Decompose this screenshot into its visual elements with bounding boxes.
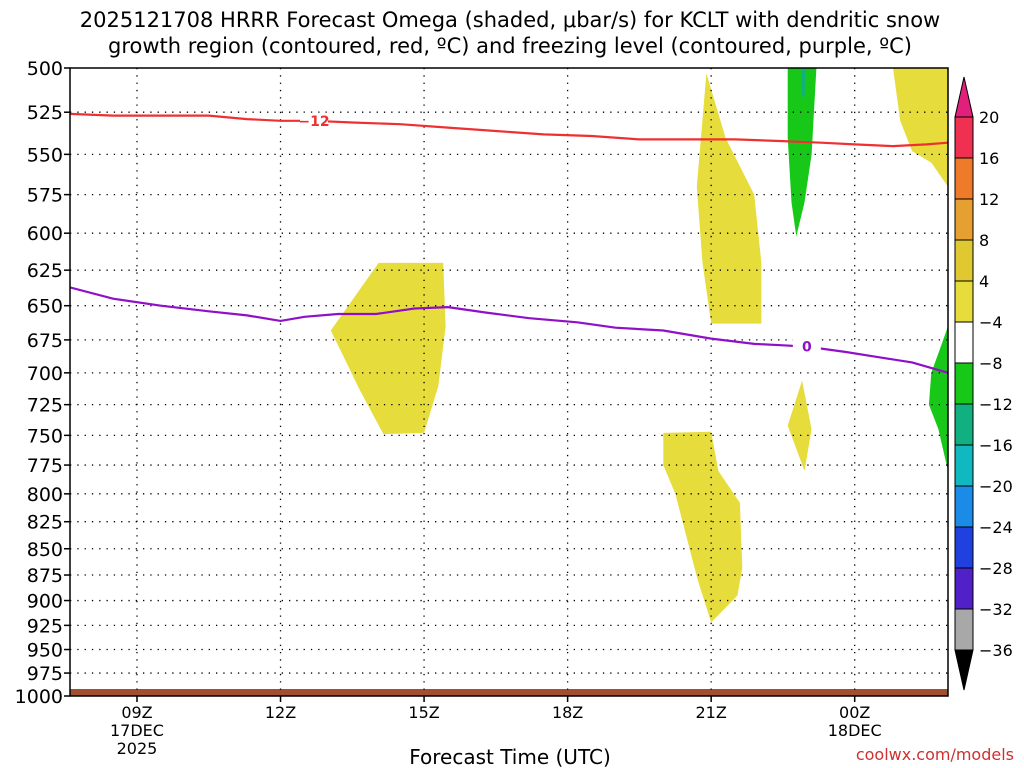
y-tick-label-875: 875 bbox=[27, 565, 63, 587]
y-tick-label-850: 850 bbox=[27, 539, 63, 561]
contour-layer: −12 0 bbox=[70, 112, 948, 374]
contour-dendritic-growth-isotherm bbox=[70, 112, 948, 148]
y-tick-label-700: 700 bbox=[27, 363, 63, 385]
y-tick-label-550: 550 bbox=[27, 144, 63, 166]
colorbar-label-4: 4 bbox=[979, 272, 989, 291]
x-tick-label-18Z: 18Z bbox=[552, 703, 583, 722]
colorbar-label-16: 16 bbox=[979, 149, 999, 168]
colorbar: 20 16 12 8 4 −4 −8 −12 −16 −20 −24 −28 −32 −36 bbox=[954, 76, 1013, 691]
x-year-label-2025: 2025 bbox=[117, 739, 158, 758]
y-tick-label-625: 625 bbox=[27, 260, 63, 282]
y-tick-label-900: 900 bbox=[27, 591, 63, 613]
y-tick-label-750: 750 bbox=[27, 425, 63, 447]
shaded-upward-motion-21z-upper bbox=[696, 73, 762, 324]
y-tick-label-925: 925 bbox=[27, 615, 63, 637]
contour-freezing-level bbox=[70, 286, 948, 374]
contour-label-bg bbox=[792, 338, 821, 355]
contour-label-dendritic-growth-isotherm: −12 bbox=[298, 114, 329, 130]
shaded-upward-motion-15z bbox=[330, 262, 446, 435]
x-tick-label-15Z: 15Z bbox=[408, 703, 439, 722]
watermark: coolwx.com/models bbox=[856, 745, 1014, 764]
colorbar-label--24: −24 bbox=[979, 518, 1013, 537]
colorbar-bottom-arrow bbox=[954, 649, 974, 691]
x-tick-label-00Z: 00Z bbox=[839, 703, 870, 722]
colorbar-segment--20 bbox=[954, 485, 974, 528]
colorbar-label-8: 8 bbox=[979, 231, 989, 250]
colorbar-label--20: −20 bbox=[979, 477, 1013, 496]
colorbar-label--28: −28 bbox=[979, 559, 1013, 578]
y-tick-label-775: 775 bbox=[27, 455, 63, 477]
x-date-label-18DEC: 18DEC bbox=[828, 721, 882, 740]
colorbar-label--8: −8 bbox=[979, 354, 1003, 373]
colorbar-top-arrow bbox=[954, 76, 974, 118]
shaded-downward-motion-2330z-core bbox=[801, 68, 806, 97]
y-tick-label-1000: 1000 bbox=[15, 686, 63, 708]
colorbar-label--16: −16 bbox=[979, 436, 1013, 455]
y-tick-label-975: 975 bbox=[27, 663, 63, 685]
colorbar-segment-16 bbox=[954, 157, 974, 200]
x-axis-label: Forecast Time (UTC) bbox=[409, 745, 611, 768]
axes: 500 525 550 575 600 625 650 675 700 725 750 775 800 8… bbox=[15, 58, 949, 758]
chart-title-line2: growth region (contoured, red, ºC) and f… bbox=[108, 34, 912, 58]
y-tick-label-825: 825 bbox=[27, 512, 63, 534]
y-tick-label-600: 600 bbox=[27, 223, 63, 245]
colorbar-label--4: −4 bbox=[979, 313, 1003, 332]
colorbar-segment--24 bbox=[954, 526, 974, 569]
colorbar-label--36: −36 bbox=[979, 641, 1013, 660]
y-tick-label-575: 575 bbox=[27, 185, 63, 207]
shaded-upward-motion-2330z bbox=[787, 380, 812, 471]
y-tick-label-650: 650 bbox=[27, 296, 63, 318]
grid-lines bbox=[70, 68, 948, 696]
y-tick-label-675: 675 bbox=[27, 330, 63, 352]
x-date-label-17DEC: 17DEC bbox=[110, 721, 164, 740]
x-tick-label-21Z: 21Z bbox=[695, 703, 726, 722]
colorbar-segment-4 bbox=[954, 280, 974, 323]
surface-ground-bar bbox=[70, 689, 948, 696]
y-tick-label-725: 725 bbox=[27, 395, 63, 417]
colorbar-segment-8 bbox=[954, 239, 974, 282]
x-tick-label-09Z: 09Z bbox=[121, 703, 152, 722]
plot-frame bbox=[69, 67, 949, 697]
colorbar-segment--28 bbox=[954, 567, 974, 610]
colorbar-segment--16 bbox=[954, 444, 974, 487]
colorbar-segment--8 bbox=[954, 362, 974, 405]
x-tick-label-12Z: 12Z bbox=[265, 703, 296, 722]
colorbar-segment--4 bbox=[954, 321, 974, 364]
shaded-downward-motion-2330z bbox=[787, 68, 817, 237]
colorbar-label--32: −32 bbox=[979, 600, 1013, 619]
shaded-upward-motion-01z-top bbox=[893, 68, 948, 187]
y-tick-label-500: 500 bbox=[27, 58, 63, 80]
colorbar-label--12: −12 bbox=[979, 395, 1013, 414]
contour-label-freezing-level: 0 bbox=[802, 340, 812, 356]
shaded-downward-motion-right-edge bbox=[928, 326, 948, 471]
colorbar-segment-20 bbox=[954, 116, 974, 159]
y-tick-label-800: 800 bbox=[27, 484, 63, 506]
plot-area bbox=[70, 68, 948, 696]
chart-title-line1: 2025121708 HRRR Forecast Omega (shaded, … bbox=[80, 8, 940, 32]
colorbar-label-12: 12 bbox=[979, 190, 999, 209]
y-tick-label-525: 525 bbox=[27, 102, 63, 124]
y-tick-label-950: 950 bbox=[27, 640, 63, 662]
colorbar-segment--12 bbox=[954, 403, 974, 446]
shaded-upward-motion-21z-lower bbox=[663, 431, 743, 623]
colorbar-segment-last bbox=[954, 608, 974, 651]
colorbar-label-20: 20 bbox=[979, 108, 999, 127]
colorbar-segment-12 bbox=[954, 198, 974, 241]
contour-label-bg bbox=[300, 112, 329, 129]
